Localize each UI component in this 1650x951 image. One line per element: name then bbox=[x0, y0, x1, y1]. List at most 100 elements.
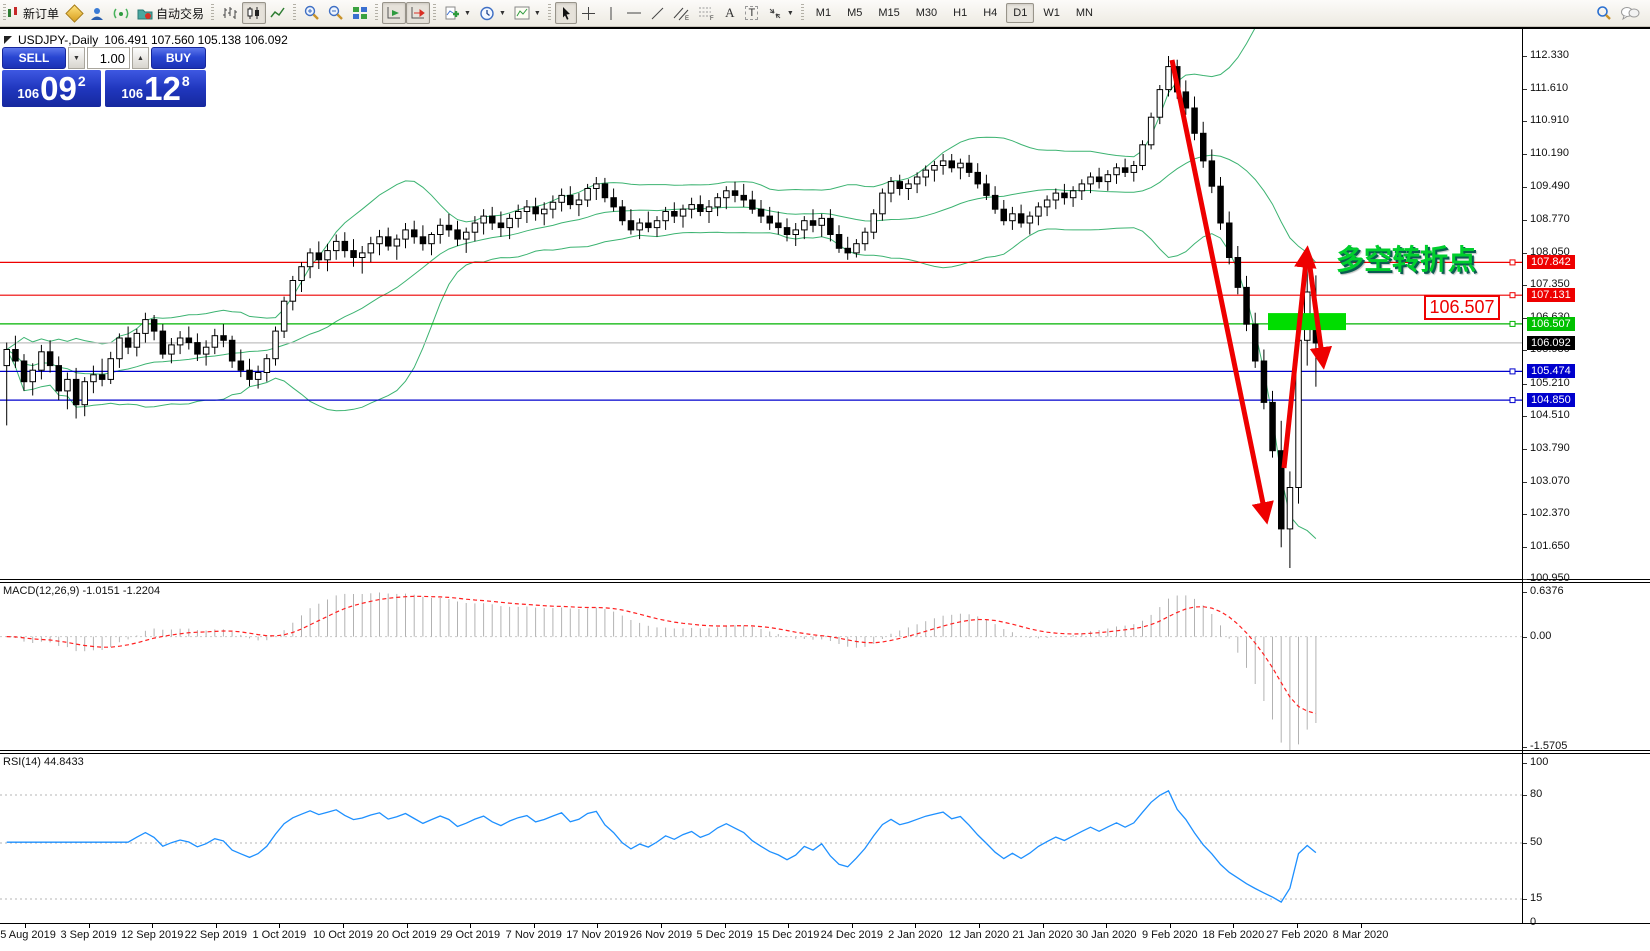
buy-price-big: 12 bbox=[144, 70, 181, 107]
time-tick-mark bbox=[406, 924, 408, 928]
sell-price-sup: 2 bbox=[77, 73, 86, 89]
axis-tick-mark bbox=[1523, 318, 1527, 320]
price-axis[interactable]: 112.330 111.610 110.910 110.190 109.490 108.7… bbox=[1523, 29, 1650, 928]
equidistant-channel-icon: E bbox=[673, 7, 689, 21]
axis-tick-mark bbox=[1523, 899, 1527, 900]
trendline-tool-button[interactable] bbox=[646, 2, 669, 24]
axis-tick-mark bbox=[1523, 448, 1527, 450]
periods-button[interactable]: ▼ bbox=[475, 2, 510, 24]
toolbar-grip[interactable] bbox=[293, 4, 297, 22]
one-click-trading-panel: SELL ▼ ▲ BUY 106 09 2 106 12 8 bbox=[2, 47, 206, 107]
channel-tool-button[interactable]: E bbox=[669, 2, 694, 24]
timeframe-m30[interactable]: M30 bbox=[915, 7, 938, 19]
price-level-label: 107.842 bbox=[1527, 255, 1575, 270]
volume-input[interactable] bbox=[87, 47, 130, 69]
chart-shift-button[interactable] bbox=[406, 2, 431, 24]
indicators-dropdown-caret[interactable]: ▼ bbox=[464, 9, 471, 17]
date-label: 30 Jan 2020 bbox=[1075, 929, 1137, 941]
tile-windows-button[interactable] bbox=[348, 2, 372, 24]
panel-splitter[interactable] bbox=[0, 750, 1650, 754]
line-chart-button[interactable] bbox=[266, 2, 290, 24]
volume-decrease-button[interactable]: ▼ bbox=[68, 47, 85, 69]
axis-tick-mark bbox=[1523, 547, 1527, 549]
timeframe-h4[interactable]: H4 bbox=[983, 7, 998, 19]
date-label: 18 Feb 2020 bbox=[1202, 929, 1265, 941]
sell-button[interactable]: SELL bbox=[2, 47, 66, 69]
price-tick: 112.330 bbox=[1530, 49, 1569, 61]
arrows-tool-button[interactable]: ▼ bbox=[763, 2, 798, 24]
new-order-button[interactable]: 新订单 bbox=[2, 2, 63, 24]
macd-label: MACD(12,26,9) -1.0151 -1.2204 bbox=[3, 585, 161, 597]
macd-panel[interactable] bbox=[0, 583, 1522, 750]
timeframe-m1[interactable]: M1 bbox=[815, 7, 832, 19]
templates-dropdown-caret[interactable]: ▼ bbox=[533, 9, 541, 17]
rsi-tick: 15 bbox=[1530, 892, 1543, 904]
vertical-line-icon bbox=[610, 6, 612, 20]
price-chart[interactable] bbox=[0, 29, 1522, 579]
horizontal-line-tool-button[interactable] bbox=[622, 2, 646, 24]
chart-shift-icon bbox=[411, 7, 425, 19]
toolbar-grip[interactable] bbox=[547, 4, 551, 22]
main-toolbar: 新订单 自动交易 ▼ bbox=[0, 0, 1650, 27]
time-tick-mark bbox=[1042, 924, 1044, 928]
axis-tick-mark bbox=[1523, 795, 1527, 796]
metaquotes-button[interactable] bbox=[63, 2, 85, 24]
candlestick-chart-button[interactable] bbox=[242, 2, 267, 24]
axis-tick-mark bbox=[1523, 89, 1527, 91]
timeframe-m15[interactable]: M15 bbox=[878, 7, 900, 19]
sell-price-box[interactable]: 106 09 2 bbox=[2, 70, 101, 107]
time-axis[interactable]: 25 Aug 2019 3 Sep 2019 12 Sep 2019 22 Sep 2… bbox=[0, 923, 1650, 951]
indicators-icon bbox=[445, 6, 460, 19]
periods-dropdown-caret[interactable]: ▼ bbox=[498, 9, 506, 17]
text-tool-button[interactable]: A bbox=[719, 2, 741, 24]
timeframe-h1[interactable]: H1 bbox=[953, 7, 968, 19]
timeframe-w1[interactable]: W1 bbox=[1043, 7, 1060, 19]
rsi-tick: 100 bbox=[1530, 756, 1549, 768]
level-price-annotation[interactable]: 106.507 bbox=[1424, 295, 1500, 320]
indicators-button[interactable]: ▼ bbox=[440, 2, 475, 24]
date-label: 3 Sep 2019 bbox=[60, 929, 117, 941]
toolbar-grip[interactable] bbox=[433, 4, 437, 22]
date-label: 27 Feb 2020 bbox=[1266, 929, 1328, 941]
volume-increase-button[interactable]: ▲ bbox=[132, 47, 149, 69]
axis-tick-mark bbox=[1523, 415, 1527, 417]
price-tick: 110.910 bbox=[1530, 114, 1569, 127]
arrows-dropdown-caret[interactable]: ▼ bbox=[786, 9, 794, 17]
zoom-out-button[interactable] bbox=[324, 2, 348, 24]
templates-button[interactable]: ▼ bbox=[510, 2, 545, 24]
toolbar-grip[interactable] bbox=[211, 4, 215, 22]
crosshair-tool-button[interactable] bbox=[577, 2, 600, 24]
zoom-out-icon bbox=[328, 5, 343, 20]
text-label-tool-button[interactable]: T bbox=[741, 2, 763, 24]
signals-button[interactable] bbox=[109, 2, 133, 24]
timeframe-d1[interactable]: D1 bbox=[1006, 3, 1035, 23]
panel-splitter[interactable] bbox=[0, 579, 1650, 583]
search-icon bbox=[1597, 6, 1611, 20]
auto-scroll-button[interactable] bbox=[382, 2, 407, 24]
rsi-panel[interactable] bbox=[0, 754, 1522, 923]
axis-tick-mark bbox=[1523, 481, 1527, 483]
toolbar-grip[interactable] bbox=[3, 4, 6, 22]
timeframe-mn[interactable]: MN bbox=[1075, 7, 1093, 19]
cursor-icon bbox=[562, 6, 570, 20]
time-tick-mark bbox=[152, 924, 154, 928]
bar-chart-button[interactable] bbox=[218, 2, 242, 24]
vertical-line-tool-button[interactable] bbox=[600, 2, 622, 24]
search-button[interactable] bbox=[1592, 2, 1616, 24]
toolbar-grip[interactable] bbox=[375, 4, 379, 22]
date-label: 22 Sep 2019 bbox=[184, 929, 247, 941]
buy-price-box[interactable]: 106 12 8 bbox=[105, 70, 206, 107]
cursor-tool-button[interactable] bbox=[554, 2, 577, 24]
toolbar-grip[interactable] bbox=[800, 4, 804, 22]
zoom-in-button[interactable] bbox=[300, 2, 324, 24]
chat-button[interactable] bbox=[1616, 2, 1644, 24]
autotrading-button[interactable]: 自动交易 bbox=[133, 2, 208, 24]
turning-point-annotation[interactable]: 多空转折点 bbox=[1336, 244, 1477, 275]
trade-panel-collapse-icon[interactable] bbox=[4, 36, 12, 44]
timeframe-m5[interactable]: M5 bbox=[847, 7, 863, 19]
crosshair-icon bbox=[581, 6, 595, 20]
fibonacci-tool-button[interactable]: F bbox=[694, 2, 719, 24]
rsi-tick: 0 bbox=[1530, 916, 1537, 928]
buy-button[interactable]: BUY bbox=[151, 47, 206, 69]
community-button[interactable] bbox=[85, 2, 109, 24]
